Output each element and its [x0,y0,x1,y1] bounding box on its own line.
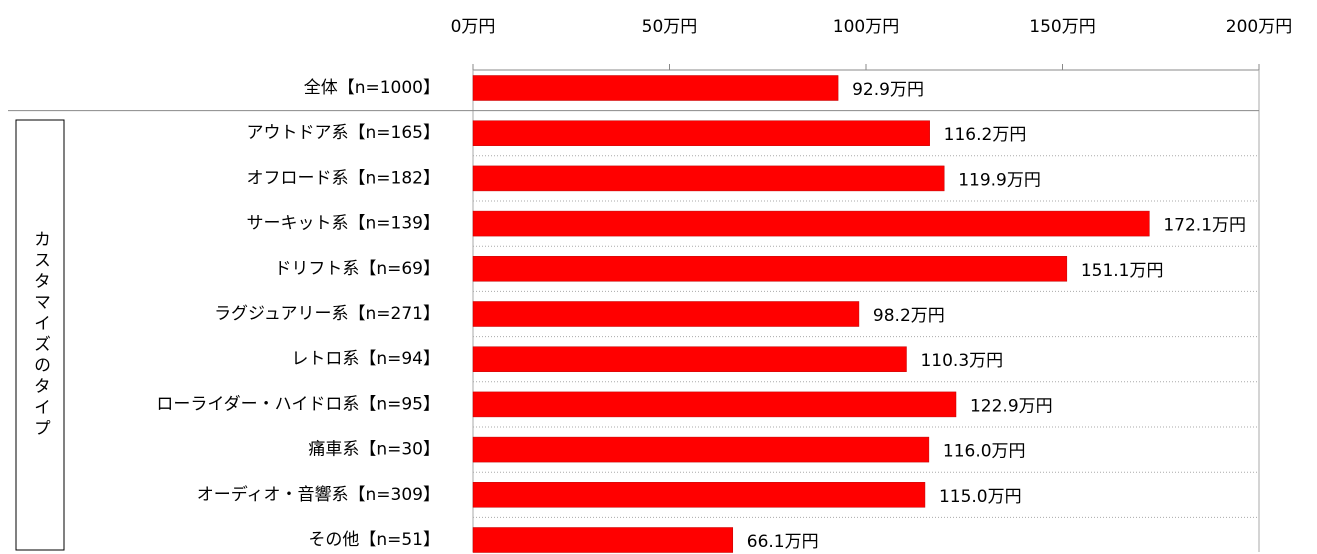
x-tick-label: 150万円 [1029,17,1095,37]
value-label: 119.9万円 [958,170,1041,190]
bar [472,301,860,327]
group-box [15,119,65,551]
bar [472,527,734,553]
value-label: 151.1万円 [1081,261,1164,281]
y-tick-label: レトロ系【n=94】 [291,349,440,369]
value-label: 92.9万円 [852,80,924,100]
value-label: 98.2万円 [873,306,945,326]
bar [472,346,907,372]
x-tick-label: 0万円 [451,17,496,37]
value-label: 116.2万円 [944,125,1027,145]
y-tick-label: その他【n=51】 [308,530,440,550]
y-tick-label: アウトドア系【n=165】 [247,123,440,143]
bar [472,120,930,146]
y-tick-label: オーディオ・音響系【n=309】 [197,484,440,505]
y-tick-label: サーキット系【n=139】 [247,214,440,234]
y-tick-label: ローライダー・ハイドロ系【n=95】 [156,394,440,414]
bar [472,75,839,101]
y-tick-label: 全体【n=1000】 [304,78,440,98]
y-tick-label: オフロード系【n=182】 [247,168,440,188]
bar [472,482,926,508]
value-label: 122.9万円 [970,396,1053,416]
bar [472,165,945,192]
bar [472,436,930,463]
bar [472,210,1150,237]
y-tick-label: ラグジュアリー系【n=271】 [214,304,440,324]
group-label: カスタマイズのタイプ [30,230,50,440]
value-label: 66.1万円 [747,532,819,552]
y-tick-label: ドリフト系【n=69】 [274,259,440,279]
bar [472,391,957,418]
x-tick-label: 200万円 [1226,17,1292,37]
x-tick-label: 50万円 [642,17,698,37]
bar [472,256,1068,282]
value-label: 115.0万円 [939,487,1022,507]
value-label: 116.0万円 [943,442,1026,462]
y-tick-label: 痛車系【n=30】 [308,440,440,460]
value-label: 110.3万円 [920,351,1003,371]
x-tick-label: 100万円 [833,17,899,37]
value-label: 172.1万円 [1163,216,1246,236]
